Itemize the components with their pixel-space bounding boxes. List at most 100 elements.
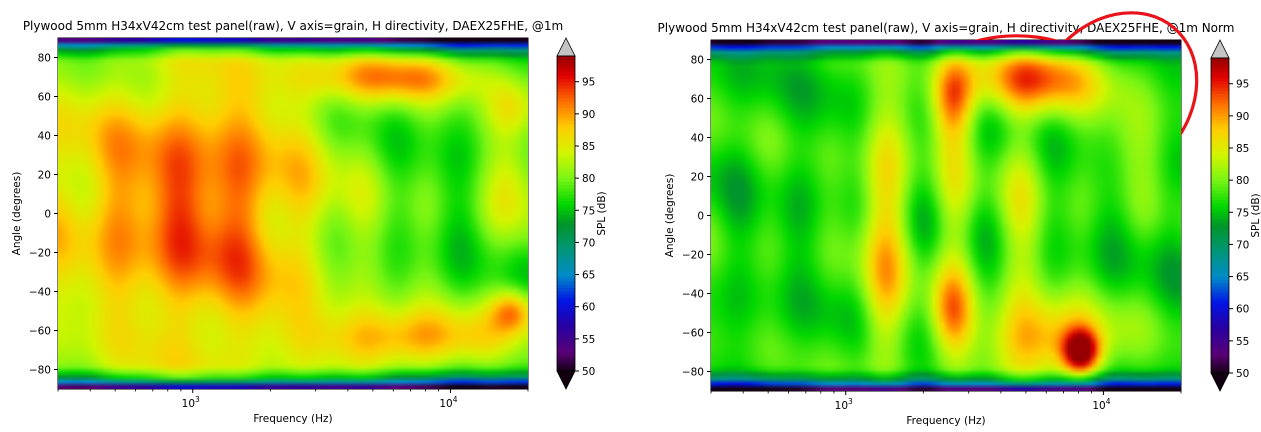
colorbar-extend-max xyxy=(1210,39,1230,59)
colorbar-segment xyxy=(557,187,575,192)
colorbar-segment xyxy=(1211,234,1229,239)
colorbar-segment xyxy=(1211,99,1229,104)
colorbar-segment xyxy=(1211,83,1229,88)
colorbar-segment xyxy=(1211,131,1229,136)
colorbar-segment xyxy=(557,94,575,99)
colorbar-segment xyxy=(557,338,575,343)
colorbar-segment xyxy=(1211,96,1229,101)
colorbar-segment xyxy=(1211,366,1229,371)
colorbar-segment xyxy=(557,62,575,67)
colorbar-segment xyxy=(557,216,575,221)
y-tick-label: 20 xyxy=(691,172,704,184)
colorbar-segment xyxy=(1211,247,1229,252)
colorbar-segment xyxy=(1211,305,1229,310)
colorbar-segment xyxy=(1211,74,1229,78)
y-tick-label: 40 xyxy=(38,131,51,143)
colorbar-segment xyxy=(1211,212,1229,217)
colorbar-tick-label: 95 xyxy=(1236,79,1249,91)
colorbar-segment xyxy=(557,319,575,324)
colorbar-tick-label: 80 xyxy=(1236,175,1249,187)
colorbar-segment xyxy=(1211,324,1229,329)
colorbar-segment xyxy=(1211,193,1229,197)
colorbar-segment xyxy=(557,313,575,317)
x-tick-label: 104 xyxy=(1092,397,1110,412)
colorbar-segment xyxy=(1211,283,1229,287)
colorbar-segment xyxy=(557,271,575,276)
colorbar-tick-label: 85 xyxy=(1236,143,1249,155)
colorbar-segment xyxy=(1211,347,1229,352)
colorbar-segment xyxy=(557,88,575,92)
colorbar-segment xyxy=(557,197,575,202)
colorbar-segment xyxy=(1211,64,1229,69)
chart-title: Plywood 5mm H34xV42cm test panel(raw), V… xyxy=(658,21,1235,35)
colorbar-segment xyxy=(1211,340,1229,345)
colorbar-segment xyxy=(557,239,575,244)
colorbar-segment xyxy=(1211,164,1229,168)
colorbar-segment xyxy=(1211,196,1229,201)
colorbar-segment xyxy=(557,297,575,301)
colorbar-segment xyxy=(557,261,575,266)
x-tick-label: 103 xyxy=(182,395,200,410)
colorbar-tick-label: 50 xyxy=(582,366,595,378)
colorbar-segment xyxy=(557,68,575,73)
colorbar-segment xyxy=(557,345,575,350)
colorbar-segment xyxy=(1211,176,1229,181)
colorbar-segment xyxy=(1211,109,1229,114)
colorbar-segment xyxy=(1211,344,1229,348)
colorbar-segment xyxy=(1211,356,1229,361)
colorbar-segment xyxy=(557,245,575,250)
colorbar-segment xyxy=(557,300,575,305)
colorbar-segment xyxy=(1211,308,1229,313)
colorbar-segment xyxy=(557,258,575,263)
colorbar-segment xyxy=(1211,260,1229,265)
colorbar-segment xyxy=(557,268,575,272)
colorbar-segment xyxy=(1211,86,1229,91)
colorbar-segment xyxy=(557,248,575,253)
colorbar-segment xyxy=(557,219,575,224)
colorbar-segment xyxy=(1211,135,1229,139)
colorbar-segment xyxy=(557,210,575,215)
colorbar-segment xyxy=(557,264,575,269)
colorbar-tick-label: 90 xyxy=(1236,111,1249,123)
colorbar-segment xyxy=(557,213,575,218)
colorbar-tick-label: 80 xyxy=(582,173,595,185)
colorbar-segment xyxy=(1211,103,1229,107)
colorbar-tick-label: 50 xyxy=(1236,368,1249,380)
y-tick-label: 20 xyxy=(38,170,51,182)
colorbar-segment xyxy=(557,309,575,314)
colorbar-segment xyxy=(557,178,575,182)
colorbar-segment xyxy=(1211,122,1229,127)
colorbar-tick-label: 65 xyxy=(582,270,595,282)
colorbar-segment xyxy=(1211,125,1229,130)
colorbar-segment xyxy=(557,284,575,289)
colorbar-segment xyxy=(557,97,575,102)
colorbar-segment xyxy=(557,281,575,285)
colorbar-segment xyxy=(557,162,575,166)
y-tick-label: −80 xyxy=(29,365,51,377)
colorbar-segment xyxy=(557,149,575,154)
colorbar-segment xyxy=(1211,225,1229,229)
colorbar-segment xyxy=(1211,67,1229,72)
colorbar-segment xyxy=(557,91,575,96)
colorbar-segment xyxy=(557,191,575,195)
colorbar-tick-label: 60 xyxy=(582,302,595,314)
colorbar-segment xyxy=(1211,61,1229,66)
colorbar-segment xyxy=(1211,189,1229,194)
colorbar-segment xyxy=(1211,263,1229,268)
y-tick-label: −20 xyxy=(682,250,704,262)
colorbar-segment xyxy=(1211,289,1229,294)
y-tick-label: −20 xyxy=(29,248,51,260)
y-tick-label: 80 xyxy=(38,53,51,65)
colorbar-tick-label: 75 xyxy=(582,205,595,217)
colorbar-segment xyxy=(1211,273,1229,278)
colorbar-segment xyxy=(1211,337,1229,342)
colorbar-segment xyxy=(1211,128,1229,133)
colorbar-segment xyxy=(1211,167,1229,172)
colorbar-segment xyxy=(557,174,575,179)
colorbar-segment xyxy=(557,361,575,366)
colorbar-segment xyxy=(557,326,575,330)
colorbar-segment xyxy=(1211,279,1229,284)
colorbar-segment xyxy=(1211,209,1229,213)
colorbar-segment xyxy=(557,84,575,89)
colorbar-segment xyxy=(557,155,575,160)
